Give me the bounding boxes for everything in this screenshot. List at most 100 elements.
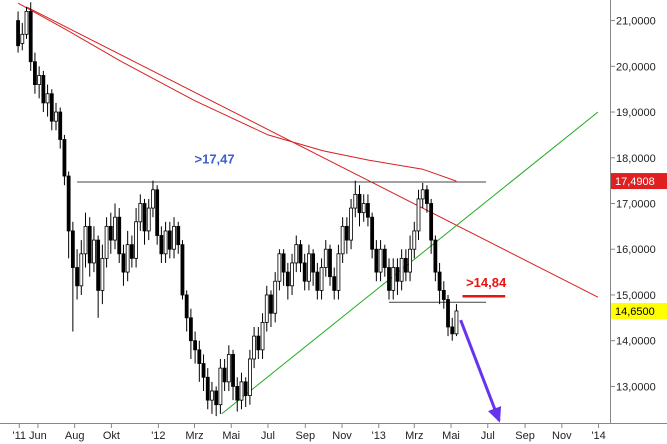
candle xyxy=(20,22,25,51)
candle-body xyxy=(151,189,155,209)
x-tick-label: Mai xyxy=(442,430,460,442)
candle-body xyxy=(146,207,151,232)
x-tick-label: '11 xyxy=(13,430,27,442)
candle xyxy=(454,304,459,337)
candle xyxy=(138,194,143,231)
candle-body xyxy=(83,225,88,255)
candle-body xyxy=(180,244,185,296)
candle xyxy=(374,240,379,282)
y-tick-label: 16,0000 xyxy=(616,244,656,256)
x-tick-label: Jun xyxy=(29,430,47,442)
candle-body xyxy=(222,367,227,383)
candle-body xyxy=(399,257,404,282)
candle xyxy=(446,294,450,337)
candle-body xyxy=(387,267,391,291)
candle-body xyxy=(75,267,79,287)
candle-body xyxy=(391,267,396,291)
candle xyxy=(104,217,109,268)
candle-body xyxy=(70,230,75,268)
candle xyxy=(134,208,138,268)
candle xyxy=(41,70,46,113)
y-tick-label: 21,0000 xyxy=(616,16,656,28)
candle-body xyxy=(420,189,425,200)
candle xyxy=(450,317,455,341)
candle xyxy=(420,182,425,209)
downtrend-line xyxy=(26,6,599,298)
candle xyxy=(307,244,311,291)
candle xyxy=(87,217,92,277)
price-box xyxy=(611,302,667,319)
y-tick-label: 15,0000 xyxy=(616,290,656,302)
candle-body xyxy=(361,203,366,214)
candle xyxy=(155,185,160,245)
candle-body xyxy=(239,381,244,401)
candle-body xyxy=(425,189,429,204)
candle xyxy=(172,217,176,259)
candle xyxy=(298,240,303,273)
candle-body xyxy=(37,75,42,86)
candle-body xyxy=(193,340,198,351)
candle xyxy=(197,340,202,382)
candle-body xyxy=(269,294,273,314)
candle xyxy=(235,377,240,412)
candle-body xyxy=(129,244,134,259)
candle-body xyxy=(210,390,214,401)
candle xyxy=(108,212,113,254)
x-tick-label: Sep xyxy=(515,430,535,442)
candle xyxy=(382,244,387,277)
candle-body xyxy=(248,358,252,396)
x-tick-label: Jul xyxy=(261,430,275,442)
candle-body xyxy=(214,390,219,406)
x-tick-label: Okt xyxy=(103,430,120,442)
candle-body xyxy=(96,239,101,291)
candle-body xyxy=(311,253,316,273)
candle-body xyxy=(252,335,257,360)
x-tick-label: '12 xyxy=(151,430,165,442)
candle xyxy=(319,258,324,300)
candle xyxy=(269,290,273,327)
candle-body xyxy=(201,363,206,378)
candle xyxy=(294,235,299,273)
candle xyxy=(403,249,408,282)
candle-body xyxy=(163,230,168,255)
candle xyxy=(146,198,151,241)
candle-body xyxy=(188,317,193,342)
candle-body xyxy=(205,376,210,401)
y-tick-label: 14,0000 xyxy=(616,336,656,348)
candle xyxy=(264,285,269,332)
forecast-arrow xyxy=(459,319,501,422)
candle-body xyxy=(218,367,223,406)
candle-body xyxy=(142,203,147,232)
candle xyxy=(83,212,88,268)
x-tick-label: Mai xyxy=(222,430,240,442)
candle-body xyxy=(353,193,358,209)
candle-body xyxy=(437,271,442,291)
candle xyxy=(121,244,126,286)
candle-body xyxy=(454,310,459,335)
candle xyxy=(92,226,96,273)
candle-body xyxy=(134,221,138,259)
candle xyxy=(129,235,134,268)
candle-body xyxy=(357,193,362,214)
candle-body xyxy=(159,235,164,255)
candle-body xyxy=(28,11,33,63)
y-tick-label: 20,0000 xyxy=(616,61,656,73)
candle xyxy=(180,240,185,300)
candle xyxy=(45,84,50,117)
candle-body xyxy=(285,271,290,287)
candle-body xyxy=(121,253,126,273)
x-tick-label: Nov xyxy=(332,430,352,442)
candle xyxy=(441,281,446,309)
candle-body xyxy=(92,239,96,264)
candle xyxy=(425,185,429,213)
candle-body xyxy=(66,175,71,232)
candle xyxy=(387,258,391,300)
candle-body xyxy=(450,326,455,335)
price-box xyxy=(611,173,667,190)
candle xyxy=(366,194,370,227)
candle-body xyxy=(441,289,446,300)
candle xyxy=(323,240,328,277)
candle xyxy=(163,221,168,263)
